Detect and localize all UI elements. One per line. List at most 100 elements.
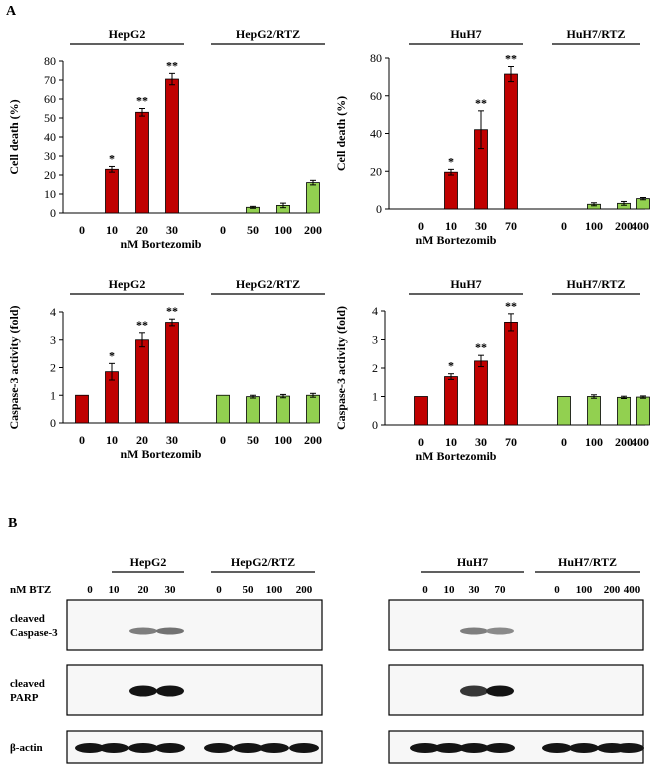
blot-band — [204, 743, 234, 753]
blot-dose-label: 0 — [87, 584, 93, 596]
blot-band — [486, 685, 514, 697]
blot-dose-label: 100 — [266, 584, 283, 596]
blot-dose-label: 10 — [444, 584, 456, 596]
blot-band — [460, 685, 488, 697]
western-blot: HepG2 0 10 20 30 HepG2/RTZ 0 50 100 200 HuH7 0 10 30 7… — [10, 555, 644, 764]
blot-group-label: HepG2 — [130, 555, 167, 569]
y-tick-label: 40 — [370, 127, 382, 141]
x-tick-label: 50 — [247, 433, 259, 447]
significance-marker: * — [109, 151, 115, 165]
x-tick-label: 200 — [304, 223, 322, 237]
blot-band — [259, 743, 289, 753]
y-axis-label: Caspase-3 activity (fold) — [7, 306, 21, 430]
y-tick-label: 3 — [372, 333, 378, 347]
blot-dose-label: 0 — [422, 584, 428, 596]
x-tick-label: 400 — [631, 435, 649, 449]
significance-marker: ** — [505, 51, 517, 65]
blot-band — [75, 743, 105, 753]
blot-band — [485, 743, 515, 753]
blot-group-label: HuH7/RTZ — [558, 555, 617, 569]
blot-band — [128, 743, 158, 753]
significance-marker: ** — [505, 299, 517, 313]
significance-marker: ** — [166, 304, 178, 318]
x-tick-label: 10 — [106, 433, 118, 447]
blot-dose-label: 20 — [138, 584, 150, 596]
y-axis-label: Cell death (%) — [7, 99, 21, 174]
blot-band — [129, 627, 157, 635]
blot-band — [460, 627, 488, 635]
group-label: HuH7/RTZ — [567, 27, 626, 41]
blot-band — [289, 743, 319, 753]
x-tick-label: 100 — [274, 223, 292, 237]
blot-band — [156, 627, 184, 635]
blot-band — [486, 627, 514, 635]
y-tick-label: 40 — [44, 130, 56, 144]
significance-marker: ** — [136, 318, 148, 332]
x-tick-label: 70 — [505, 435, 517, 449]
group-label: HuH7 — [450, 27, 481, 41]
bar — [135, 339, 149, 424]
blot-band — [99, 743, 129, 753]
blot-dose-label: 50 — [243, 584, 255, 596]
significance-marker: * — [448, 359, 454, 373]
blot-dose-label: 200 — [296, 584, 313, 596]
bar — [504, 321, 518, 426]
blot-dose-label: 200 — [604, 584, 621, 596]
x-tick-label: 400 — [631, 219, 649, 233]
x-tick-label: 50 — [247, 223, 259, 237]
y-axis-label: Caspase-3 activity (fold) — [334, 306, 348, 430]
bar — [216, 394, 230, 424]
x-tick-label: 0 — [79, 223, 85, 237]
y-tick-label: 4 — [372, 304, 378, 318]
bar — [504, 73, 518, 210]
bar — [165, 322, 179, 424]
blot-dose-label: 400 — [624, 584, 641, 596]
significance-marker: * — [109, 348, 115, 362]
y-tick-label: 20 — [370, 164, 382, 178]
blot-row-label: β-actin — [10, 742, 43, 754]
blot-band — [155, 743, 185, 753]
blot-dose-label: 10 — [109, 584, 121, 596]
y-tick-label: 60 — [370, 89, 382, 103]
significance-marker: ** — [475, 340, 487, 354]
x-tick-label: 0 — [220, 433, 226, 447]
blot-band — [156, 685, 184, 697]
blot-band — [233, 743, 263, 753]
x-tick-label: 10 — [445, 219, 457, 233]
y-tick-label: 1 — [50, 388, 56, 402]
y-tick-label: 0 — [376, 202, 382, 216]
bar — [444, 376, 458, 426]
blot-band — [459, 743, 489, 753]
bar — [135, 111, 149, 214]
blot-dose-label: 100 — [576, 584, 593, 596]
blot-dose-label: 70 — [495, 584, 507, 596]
blot-membrane — [66, 664, 323, 716]
y-tick-label: 4 — [50, 305, 56, 319]
x-tick-label: 0 — [561, 219, 567, 233]
x-axis-label: nM Bortezomib — [416, 449, 497, 463]
blot-band — [434, 743, 464, 753]
bar — [444, 171, 458, 210]
blot-row-label: PARP — [10, 692, 39, 704]
x-tick-label: 100 — [585, 219, 603, 233]
y-tick-label: 70 — [44, 73, 56, 87]
panel-label-a: A — [6, 4, 17, 19]
bar — [276, 395, 290, 424]
blot-membrane — [388, 599, 644, 651]
blot-band — [410, 743, 440, 753]
blot-row-label: cleaved — [10, 678, 45, 690]
x-axis-label: nM Bortezomib — [416, 233, 497, 247]
y-tick-label: 50 — [44, 111, 56, 125]
bar — [557, 396, 571, 426]
y-tick-label: 20 — [44, 168, 56, 182]
y-tick-label: 1 — [372, 390, 378, 404]
bar — [617, 396, 631, 426]
blot-membrane — [388, 664, 644, 716]
significance-marker: * — [448, 154, 454, 168]
significance-marker: ** — [166, 58, 178, 72]
y-tick-label: 80 — [370, 51, 382, 65]
bar — [636, 396, 650, 426]
chart-huh7_death: 0 20 40 60 80 Cell death (%) HuH7 0 * 10 ** 30 ** 70 H… — [334, 27, 650, 247]
